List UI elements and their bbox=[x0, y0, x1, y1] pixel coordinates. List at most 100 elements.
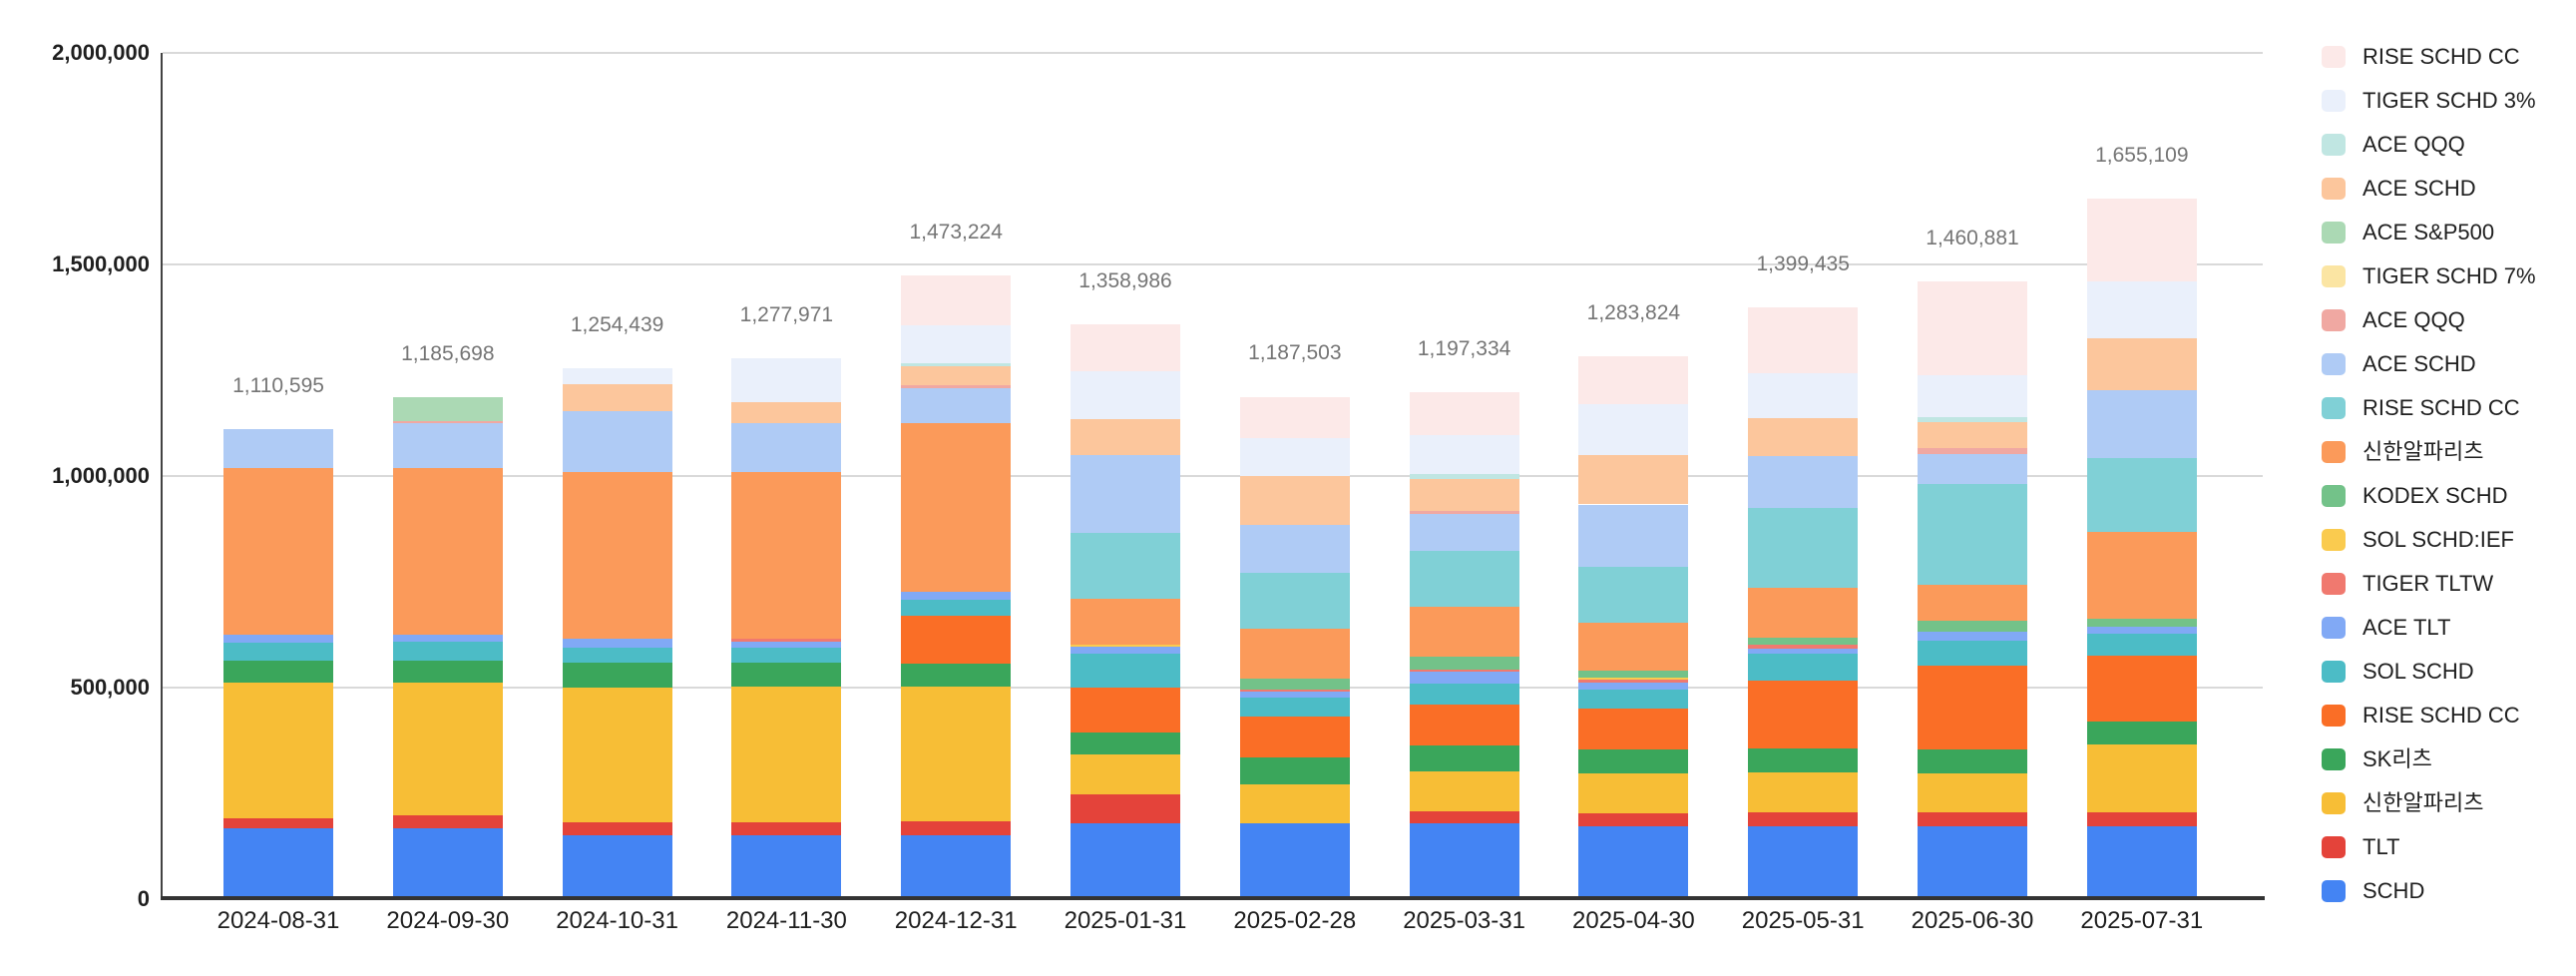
bar-segment-ACE SCHD[interactable] bbox=[1748, 418, 1859, 457]
bar-segment-RISE SCHD CC[interactable] bbox=[1578, 709, 1689, 750]
bar-segment-ACE SCHD[interactable] bbox=[901, 365, 1012, 386]
bar-2024-12-31[interactable] bbox=[901, 53, 1012, 899]
bar-segment-TLT[interactable] bbox=[223, 817, 333, 829]
bar-segment-신한알파리츠[interactable] bbox=[731, 686, 842, 822]
bar-segment-신한알파리츠[interactable] bbox=[223, 467, 333, 635]
bar-segment-RISE SCHD CC[interactable] bbox=[1409, 704, 1519, 745]
bar-segment-TIGER SCHD 3%[interactable] bbox=[2086, 281, 2197, 338]
bar-segment-ACE SCHD[interactable] bbox=[1239, 524, 1350, 573]
bar-segment-RISE SCHD CC[interactable] bbox=[901, 616, 1012, 665]
bar-segment-ACE TLT[interactable] bbox=[562, 639, 672, 648]
bar-segment-RISE SCHD CC[interactable] bbox=[1578, 566, 1689, 624]
bar-segment-ACE TLT[interactable] bbox=[1578, 682, 1689, 690]
bar-segment-신한알파리츠[interactable] bbox=[1748, 772, 1859, 812]
bar-segment-SOL SCHD[interactable] bbox=[2086, 633, 2197, 656]
bar-segment-신한알파리츠[interactable] bbox=[1239, 783, 1350, 824]
bar-segment-ACE QQQ[interactable] bbox=[1918, 416, 2027, 423]
bar-segment-RISE SCHD CC[interactable] bbox=[1918, 280, 2027, 376]
bar-segment-TLT[interactable] bbox=[1578, 813, 1689, 827]
bar-segment-TIGER SCHD 3%[interactable] bbox=[901, 324, 1012, 364]
bar-segment-SOL SCHD[interactable] bbox=[223, 643, 333, 661]
bar-segment-SCHD[interactable] bbox=[392, 827, 503, 899]
bar-segment-RISE SCHD CC[interactable] bbox=[1918, 484, 2027, 585]
bar-segment-SCHD[interactable] bbox=[1748, 826, 1859, 899]
bar-2025-03-31[interactable] bbox=[1409, 53, 1519, 899]
bar-segment-RISE SCHD CC[interactable] bbox=[1071, 533, 1180, 599]
bar-segment-TIGER TLTW[interactable] bbox=[731, 638, 842, 642]
bar-segment-ACE QQQ[interactable] bbox=[901, 363, 1012, 366]
bar-segment-TLT[interactable] bbox=[1409, 810, 1519, 824]
bar-segment-SOL SCHD[interactable] bbox=[901, 600, 1012, 617]
bar-segment-RISE SCHD CC[interactable] bbox=[1748, 508, 1859, 589]
bar-segment-SOL SCHD[interactable] bbox=[1071, 654, 1180, 688]
bar-segment-SCHD[interactable] bbox=[562, 834, 672, 899]
bar-segment-TIGER TLTW[interactable] bbox=[1748, 644, 1859, 649]
bar-segment-KODEX SCHD[interactable] bbox=[1748, 637, 1859, 645]
bar-segment-SK리츠[interactable] bbox=[1748, 747, 1859, 773]
bar-segment-TIGER SCHD 3%[interactable] bbox=[1918, 375, 2027, 417]
bar-segment-SK리츠[interactable] bbox=[223, 660, 333, 683]
bar-segment-ACE SCHD[interactable] bbox=[1239, 476, 1350, 525]
bar-segment-SK리츠[interactable] bbox=[1239, 757, 1350, 784]
bar-segment-ACE SCHD[interactable] bbox=[731, 423, 842, 473]
bar-segment-신한알파리츠[interactable] bbox=[1578, 773, 1689, 814]
bar-segment-ACE SCHD[interactable] bbox=[223, 429, 333, 468]
bar-segment-신한알파리츠[interactable] bbox=[2086, 532, 2197, 619]
bar-segment-ACE SCHD[interactable] bbox=[1071, 454, 1180, 534]
bar-2025-01-31[interactable] bbox=[1071, 53, 1180, 899]
bar-segment-SCHD[interactable] bbox=[223, 828, 333, 899]
bar-segment-TLT[interactable] bbox=[1748, 811, 1859, 827]
bar-segment-ACE SCHD[interactable] bbox=[1409, 514, 1519, 551]
bar-segment-ACE SCHD[interactable] bbox=[2086, 337, 2197, 390]
bar-segment-ACE TLT[interactable] bbox=[1748, 648, 1859, 655]
bar-segment-RISE SCHD CC[interactable] bbox=[1409, 392, 1519, 435]
bar-segment-ACE SCHD[interactable] bbox=[2086, 389, 2197, 458]
bar-2025-07-31[interactable] bbox=[2086, 53, 2197, 899]
bar-segment-ACE QQQ[interactable] bbox=[1409, 474, 1519, 480]
bar-segment-SK리츠[interactable] bbox=[1578, 749, 1689, 774]
bar-segment-KODEX SCHD[interactable] bbox=[1918, 620, 2027, 633]
bar-segment-TLT[interactable] bbox=[2086, 812, 2197, 827]
bar-segment-RISE SCHD CC[interactable] bbox=[2086, 199, 2197, 282]
bar-segment-SK리츠[interactable] bbox=[2086, 721, 2197, 745]
bar-segment-신한알파리츠[interactable] bbox=[562, 472, 672, 640]
bar-segment-ACE SCHD[interactable] bbox=[1071, 419, 1180, 455]
bar-segment-SOL SCHD[interactable] bbox=[1578, 689, 1689, 710]
bar-2024-11-30[interactable] bbox=[731, 53, 842, 899]
bar-segment-KODEX SCHD[interactable] bbox=[1239, 678, 1350, 690]
bar-segment-TIGER SCHD 3%[interactable] bbox=[731, 358, 842, 403]
bar-2025-05-31[interactable] bbox=[1748, 53, 1859, 899]
bar-segment-TLT[interactable] bbox=[392, 815, 503, 828]
bar-segment-KODEX SCHD[interactable] bbox=[2086, 618, 2197, 627]
bar-segment-SOL SCHD[interactable] bbox=[1409, 684, 1519, 705]
bar-segment-SK리츠[interactable] bbox=[1071, 732, 1180, 754]
bar-segment-신한알파리츠[interactable] bbox=[901, 423, 1012, 592]
bar-segment-ACE TLT[interactable] bbox=[1409, 672, 1519, 685]
bar-segment-SOL SCHD[interactable] bbox=[1918, 641, 2027, 666]
bar-segment-신한알파리츠[interactable] bbox=[1239, 629, 1350, 679]
bar-segment-신한알파리츠[interactable] bbox=[1578, 623, 1689, 672]
bar-segment-신한알파리츠[interactable] bbox=[223, 682, 333, 818]
bar-segment-RISE SCHD CC[interactable] bbox=[901, 275, 1012, 325]
bar-segment-SK리츠[interactable] bbox=[562, 663, 672, 688]
bar-2024-09-30[interactable] bbox=[392, 53, 503, 899]
bar-segment-ACE QQQ[interactable] bbox=[1409, 511, 1519, 515]
bar-segment-ACE TLT[interactable] bbox=[901, 591, 1012, 601]
bar-segment-신한알파리츠[interactable] bbox=[1918, 772, 2027, 813]
bar-segment-SOL SCHD[interactable] bbox=[1239, 697, 1350, 718]
bar-segment-ACE TLT[interactable] bbox=[1071, 647, 1180, 655]
bar-segment-SOL SCHD[interactable] bbox=[392, 642, 503, 661]
bar-segment-SCHD[interactable] bbox=[901, 834, 1012, 899]
bar-segment-신한알파리츠[interactable] bbox=[392, 682, 503, 816]
bar-segment-ACE TLT[interactable] bbox=[223, 635, 333, 644]
bar-segment-SK리츠[interactable] bbox=[392, 660, 503, 683]
bar-segment-TIGER TLTW[interactable] bbox=[1239, 689, 1350, 693]
bar-segment-ACE SCHD[interactable] bbox=[562, 383, 672, 411]
bar-segment-KODEX SCHD[interactable] bbox=[1578, 671, 1689, 678]
bar-segment-TIGER SCHD 3%[interactable] bbox=[1748, 373, 1859, 419]
bar-segment-ACE SCHD[interactable] bbox=[1918, 453, 2027, 485]
bar-segment-TLT[interactable] bbox=[1071, 793, 1180, 824]
bar-segment-ACE TLT[interactable] bbox=[2086, 626, 2197, 634]
bar-segment-신한알파리츠[interactable] bbox=[1918, 584, 2027, 621]
bar-segment-신한알파리츠[interactable] bbox=[1748, 588, 1859, 638]
